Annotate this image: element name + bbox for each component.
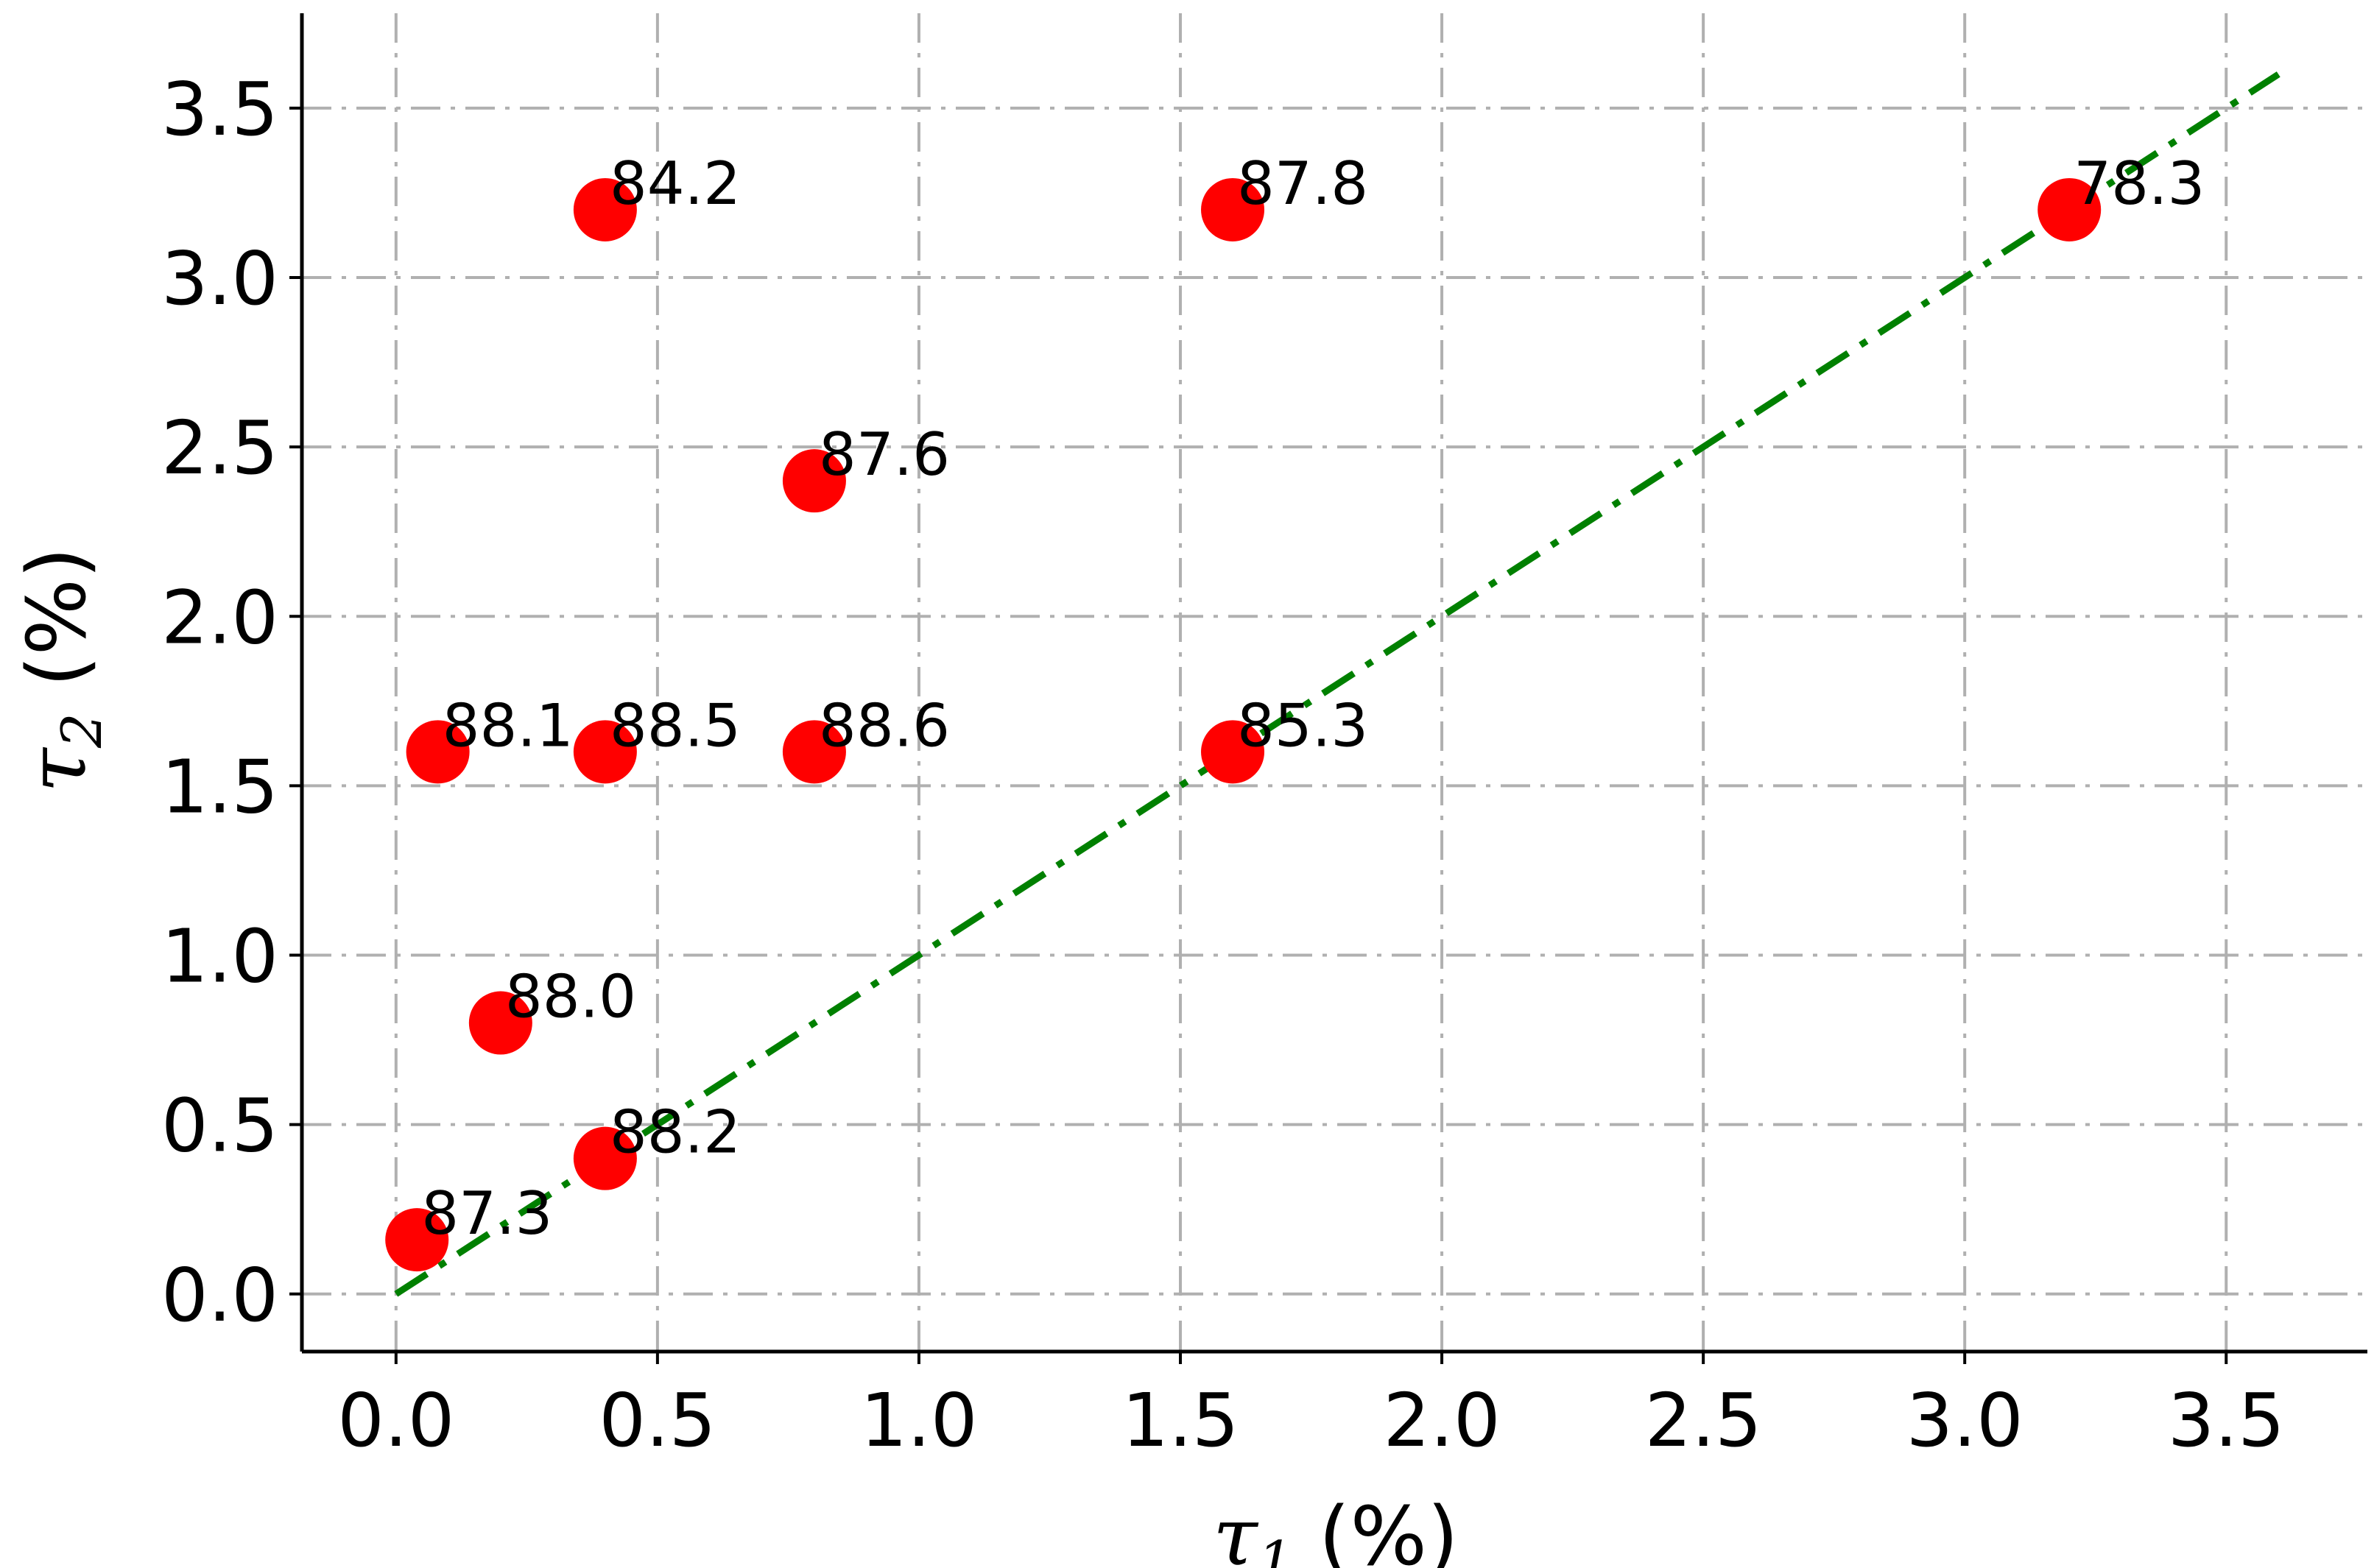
data-point (1201, 720, 1265, 784)
data-point-label: 87.3 (421, 1179, 552, 1248)
x-tick-label: 3.5 (2168, 1377, 2285, 1463)
y-tick-label: 1.5 (161, 744, 278, 830)
x-tick-label: 3.0 (1906, 1377, 2023, 1463)
y-tick-labels: 0.0 0.5 1.0 1.5 2.0 2.5 3.0 3.5 (161, 66, 302, 1338)
data-point (2037, 177, 2102, 241)
y-axis-label-subscript: 2 (49, 713, 114, 749)
y-tick-label: 0.5 (161, 1083, 278, 1169)
y-tick-label: 0.0 (161, 1252, 278, 1338)
data-point-label: 78.3 (2074, 149, 2205, 218)
data-point (573, 720, 637, 784)
data-point-label: 87.8 (1237, 149, 1368, 218)
reference-line (394, 71, 2280, 1297)
x-axis-label-unit: (%) (1293, 1489, 1459, 1568)
y-tick-label: 1.0 (161, 914, 278, 1000)
data-point-label: 88.6 (819, 691, 950, 760)
data-point (1201, 177, 1265, 241)
x-tick-label: 2.0 (1384, 1377, 1501, 1463)
data-point (782, 720, 846, 784)
data-point (406, 720, 470, 784)
data-point-label: 88.0 (505, 963, 636, 1031)
x-tick-label: 0.0 (337, 1377, 454, 1463)
reference-line-layer (394, 71, 2280, 1297)
data-point-label: 84.2 (610, 149, 741, 218)
y-axis-label-symbol: τ (10, 746, 104, 793)
y-tick-label: 2.5 (161, 405, 278, 491)
data-point (468, 991, 532, 1055)
grid (302, 13, 2367, 1352)
data-point-label: 88.5 (610, 691, 741, 760)
points-layer (385, 177, 2102, 1272)
data-point (573, 1126, 637, 1190)
x-axis-label: τ1 (%) (1213, 1489, 1459, 1568)
x-tick-label: 1.5 (1121, 1377, 1239, 1463)
data-point-label: 88.2 (610, 1098, 741, 1167)
data-point (385, 1208, 449, 1272)
data-point (782, 449, 846, 513)
x-axis-label-symbol: τ (1213, 1489, 1259, 1568)
y-axis-label-unit: (%) (10, 547, 104, 713)
x-tick-label: 2.5 (1645, 1377, 1762, 1463)
y-tick-label: 2.0 (161, 574, 278, 660)
point-labels-layer: 87.3 88.1 88.0 88.2 88.5 84.2 88.6 87.6 85.3 87.8… (421, 149, 2205, 1248)
data-point-label: 85.3 (1237, 691, 1368, 760)
axes (300, 13, 2367, 1354)
y-tick-label: 3.0 (161, 236, 278, 322)
data-point (573, 177, 637, 241)
data-point-label: 87.6 (819, 420, 950, 489)
x-axis-label-subscript: 1 (1258, 1529, 1293, 1568)
x-tick-label: 1.0 (860, 1377, 977, 1463)
y-tick-label: 3.5 (161, 66, 278, 152)
y-axis-label: τ2 (%) (10, 547, 114, 793)
x-tick-labels: 0.0 0.5 1.0 1.5 2.0 2.5 3.0 3.5 (337, 1352, 2285, 1463)
data-point-label: 88.1 (443, 691, 574, 760)
x-tick-label: 0.5 (599, 1377, 716, 1463)
